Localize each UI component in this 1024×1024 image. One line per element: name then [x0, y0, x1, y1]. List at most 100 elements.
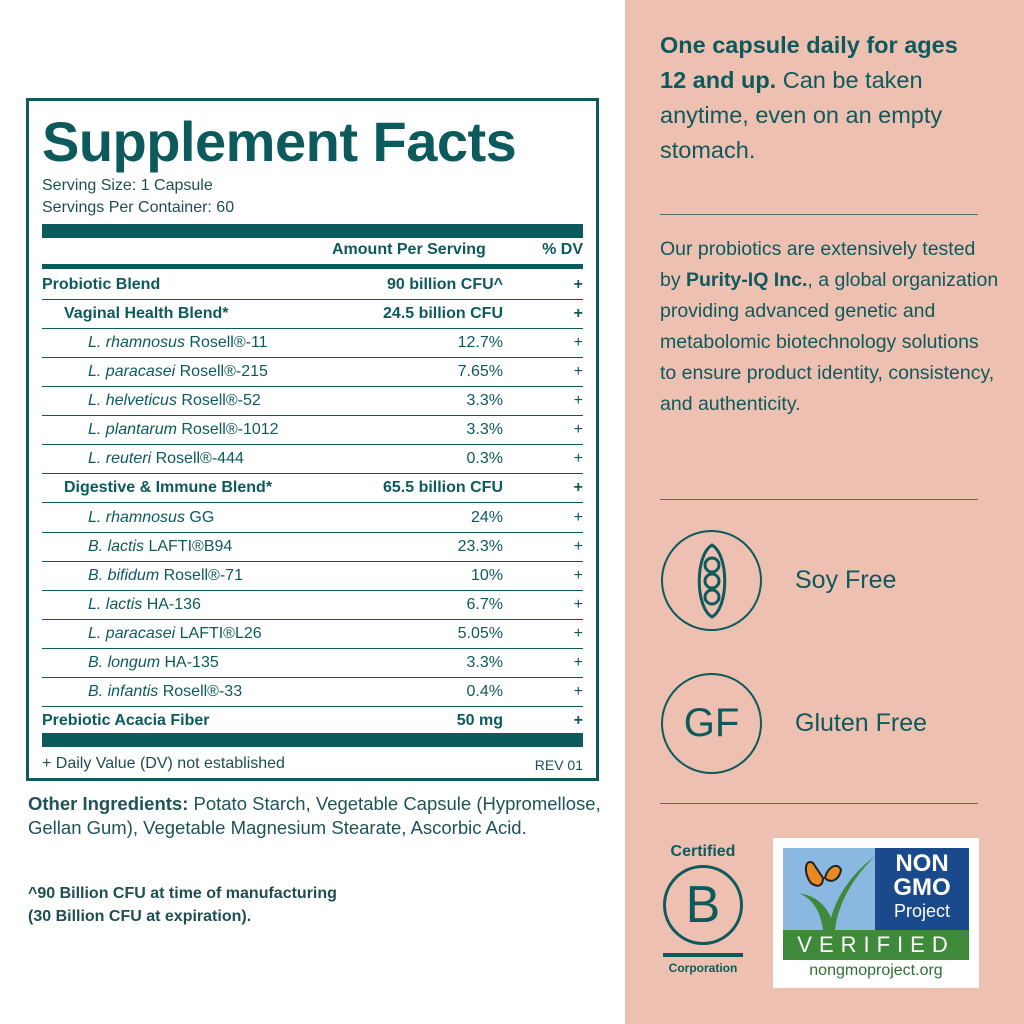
col-amount-header: Amount Per Serving: [332, 241, 486, 258]
nongmo-url: nongmoproject.org: [809, 962, 943, 979]
gf-icon-text: GF: [683, 701, 740, 745]
amount: 3.3%: [466, 392, 503, 410]
strain-name: Rosell®-71: [159, 566, 243, 584]
gluten-free-icon: GF: [661, 673, 762, 774]
table-row: L. plantarum Rosell®-1012 3.3% +: [42, 416, 583, 446]
table-row: B. lactis LAFTI®B94 23.3% +: [42, 533, 583, 562]
amount: 24%: [470, 508, 503, 526]
strain-species: B. bifidum: [88, 566, 160, 584]
amount: 24.5 billion CFU: [382, 305, 503, 323]
strain-name: Vaginal Health Blend*: [64, 305, 229, 323]
cfu-footnote: ^90 Billion CFU at time of manufacturing…: [28, 882, 337, 928]
table-row: Vaginal Health Blend* 24.5 billion CFU +: [42, 300, 583, 330]
amount: 90 billion CFU^: [386, 276, 503, 293]
table-row: B. bifidum Rosell®-71 10% +: [42, 562, 583, 591]
ingredient-name: B. infantis Rosell®-33: [42, 683, 303, 701]
testing-pre: Our probiotics are extensively tested by: [660, 238, 976, 291]
thick-divider: [42, 224, 583, 238]
ingredient-name: L. plantarum Rosell®-1012: [42, 421, 303, 439]
strain-name: Rosell®-33: [158, 682, 243, 700]
strain-name: LAFTI®B94: [144, 537, 233, 555]
table-row: L. helveticus Rosell®-52 3.3% +: [42, 387, 583, 417]
strain-species: B. longum: [88, 653, 161, 671]
other-ingredients-text: Potato Starch, Vegetable Capsule (Hyprom…: [28, 793, 601, 838]
strain-name: Prebiotic Acacia Fiber: [42, 712, 210, 730]
testing-text: Our probiotics are extensively tested by…: [660, 234, 1000, 420]
revision: REV 01: [534, 757, 583, 773]
non-text: NON: [895, 850, 949, 877]
daily-value: +: [573, 276, 583, 293]
info-panel: One capsule daily for ages 12 and up. Ca…: [625, 0, 1024, 1024]
bottom-divider: [42, 733, 583, 747]
strain-name: HA-135: [160, 653, 219, 671]
serving-size: Serving Size: 1 Capsule: [42, 177, 213, 194]
daily-value: +: [573, 479, 583, 497]
strain-species: B. lactis: [88, 537, 145, 555]
facts-title: Supplement Facts: [42, 110, 517, 173]
divider: [660, 803, 978, 804]
table-row: Prebiotic Acacia Fiber 50 mg +: [42, 707, 583, 737]
amount: 7.65%: [457, 363, 503, 381]
amount: 6.7%: [466, 595, 503, 613]
col-dv-header: % DV: [542, 241, 583, 258]
ingredient-name: L. reuteri Rosell®-444: [42, 450, 303, 468]
table-row: L. rhamnosus GG 24% +: [42, 504, 583, 533]
bcorp-letter: B: [663, 865, 743, 945]
project-text: Project: [893, 901, 951, 921]
daily-value: +: [573, 566, 583, 584]
daily-value: +: [573, 334, 583, 352]
verified-text: VERIFIED: [783, 930, 969, 960]
bcorp-bar: [663, 953, 743, 957]
amount: 0.3%: [466, 450, 503, 468]
strain-species: L. plantarum: [88, 421, 177, 439]
daily-value: +: [573, 595, 583, 613]
table-row: Digestive & Immune Blend* 65.5 billion CF…: [42, 474, 583, 504]
strain-name: HA-136: [142, 595, 201, 613]
strain-name: GG: [184, 508, 215, 526]
daily-value: +: [573, 653, 583, 671]
soy-free-label: Soy Free: [795, 566, 897, 594]
strain-name: Digestive & Immune Blend*: [64, 479, 273, 497]
other-ingredients-label: Other Ingredients:: [28, 793, 189, 814]
daily-value: +: [573, 712, 583, 730]
strain-species: B. infantis: [88, 682, 159, 700]
daily-value: +: [573, 421, 583, 439]
daily-value: +: [573, 682, 583, 700]
strain-name: Rosell®-444: [151, 450, 244, 468]
amount: 5.05%: [457, 624, 503, 642]
ingredient-name: Prebiotic Acacia Fiber: [42, 712, 303, 730]
strain-species: L. paracasei: [88, 363, 176, 381]
table-row: B. infantis Rosell®-33 0.4% +: [42, 678, 583, 707]
strain-name: Rosell®-1012: [176, 421, 279, 439]
ingredient-name: Digestive & Immune Blend*: [42, 479, 303, 497]
table-row: L. reuteri Rosell®-444 0.3% +: [42, 445, 583, 475]
strain-species: L. paracasei: [88, 624, 176, 642]
divider: [660, 499, 978, 500]
ingredient-name: L. helveticus Rosell®-52: [42, 392, 303, 410]
strain-name: Rosell®-215: [175, 363, 268, 381]
amount: 3.3%: [466, 653, 503, 671]
dosage-rest: Can be taken anytime, even on an empty s…: [660, 67, 943, 163]
table-row: Probiotic Blend 90 billion CFU^ +: [42, 271, 583, 300]
daily-value: +: [573, 450, 583, 468]
footnote-line-2: (30 Billion CFU at expiration).: [28, 908, 252, 925]
table-row: L. paracasei Rosell®-215 7.65% +: [42, 358, 583, 388]
table-row: L. paracasei LAFTI®L26 5.05% +: [42, 620, 583, 649]
amount: 3.3%: [466, 421, 503, 439]
amount: 23.3%: [457, 537, 503, 555]
daily-value: +: [573, 305, 583, 323]
table-row: L. rhamnosus Rosell®-11 12.7% +: [42, 329, 583, 359]
servings-per-container: Servings Per Container: 60: [42, 199, 235, 216]
ingredient-name: Probiotic Blend: [42, 276, 303, 294]
ingredient-name: Vaginal Health Blend*: [42, 305, 303, 323]
strain-species: L. reuteri: [88, 450, 152, 468]
b-corp-logo: Certified B Corporation: [658, 843, 748, 975]
ingredient-name: B. lactis LAFTI®B94: [42, 538, 303, 556]
ingredient-name: L. rhamnosus GG: [42, 509, 303, 527]
ingredient-name: L. paracasei LAFTI®L26: [42, 625, 303, 643]
ingredient-name: L. rhamnosus Rosell®-11: [42, 334, 303, 352]
table-row: L. lactis HA-136 6.7% +: [42, 591, 583, 620]
strain-species: L. lactis: [88, 595, 143, 613]
header-divider: [42, 264, 583, 269]
strain-name: LAFTI®L26: [175, 624, 262, 642]
